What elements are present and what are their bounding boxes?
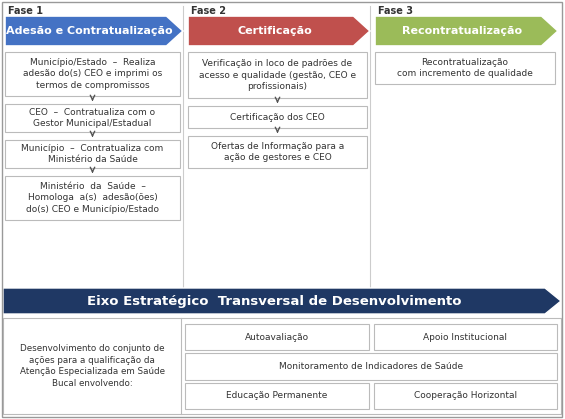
- FancyBboxPatch shape: [373, 324, 557, 350]
- Text: Fase 1: Fase 1: [8, 6, 43, 16]
- Text: Certificação dos CEO: Certificação dos CEO: [230, 112, 325, 122]
- FancyBboxPatch shape: [185, 383, 368, 409]
- Polygon shape: [3, 288, 561, 314]
- Text: Apoio Institucional: Apoio Institucional: [423, 333, 507, 341]
- FancyBboxPatch shape: [5, 104, 180, 132]
- Text: Município/Estado  –  Realiza
adesão do(s) CEO e imprimi os
termos de compromisso: Município/Estado – Realiza adesão do(s) …: [23, 58, 162, 90]
- Text: Autoavaliação: Autoavaliação: [245, 333, 309, 341]
- Text: Certificação: Certificação: [237, 26, 312, 36]
- Polygon shape: [5, 16, 183, 46]
- Text: CEO  –  Contratualiza com o
Gestor Municipal/Estadual: CEO – Contratualiza com o Gestor Municip…: [29, 108, 155, 128]
- FancyBboxPatch shape: [188, 106, 367, 128]
- FancyBboxPatch shape: [5, 52, 180, 96]
- Polygon shape: [375, 16, 558, 46]
- FancyBboxPatch shape: [373, 383, 557, 409]
- Text: Desenvolvimento do conjunto de
ações para a qualificação da
Atenção Especializad: Desenvolvimento do conjunto de ações par…: [20, 344, 164, 388]
- FancyBboxPatch shape: [188, 52, 367, 98]
- Text: Ofertas de Informação para a
ação de gestores e CEO: Ofertas de Informação para a ação de ges…: [211, 142, 344, 162]
- FancyBboxPatch shape: [5, 176, 180, 220]
- Text: Ministério  da  Saúde  –
Homologa  a(s)  adesão(ões)
do(s) CEO e Município/Estad: Ministério da Saúde – Homologa a(s) ades…: [26, 182, 159, 214]
- Text: Educação Permanente: Educação Permanente: [226, 391, 328, 400]
- FancyBboxPatch shape: [188, 136, 367, 168]
- Text: Adesão e Contratualização: Adesão e Contratualização: [6, 26, 173, 36]
- Text: Recontratualização
com incremento de qualidade: Recontratualização com incremento de qua…: [397, 58, 533, 78]
- Polygon shape: [188, 16, 370, 46]
- Text: Eixo Estratégico  Transversal de Desenvolvimento: Eixo Estratégico Transversal de Desenvol…: [87, 295, 461, 308]
- Text: Fase 3: Fase 3: [378, 6, 413, 16]
- FancyBboxPatch shape: [185, 324, 368, 350]
- Text: Cooperação Horizontal: Cooperação Horizontal: [414, 391, 517, 400]
- Text: Verificação in loco de padrões de
acesso e qualidade (gestão, CEO e
profissionai: Verificação in loco de padrões de acesso…: [199, 59, 356, 91]
- FancyBboxPatch shape: [185, 353, 557, 380]
- Text: Monitoramento de Indicadores de Saúde: Monitoramento de Indicadores de Saúde: [279, 362, 463, 371]
- Text: Município  –  Contratualiza com
Ministério da Saúde: Município – Contratualiza com Ministério…: [21, 144, 164, 164]
- FancyBboxPatch shape: [5, 140, 180, 168]
- Text: Fase 2: Fase 2: [191, 6, 226, 16]
- Text: Recontratualização: Recontratualização: [402, 26, 522, 36]
- FancyBboxPatch shape: [3, 318, 561, 414]
- FancyBboxPatch shape: [375, 52, 555, 84]
